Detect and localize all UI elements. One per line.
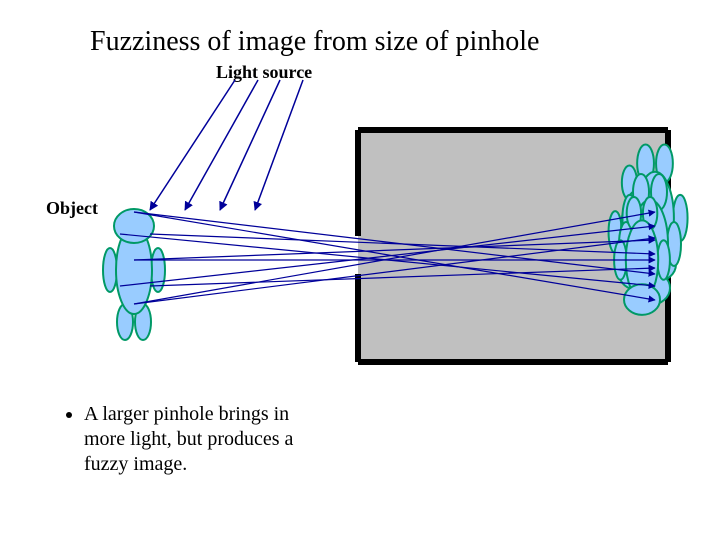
light-ray-3 <box>255 80 303 210</box>
figure-object <box>103 209 165 340</box>
diagram-canvas <box>0 0 720 540</box>
light-ray-2 <box>220 80 280 210</box>
